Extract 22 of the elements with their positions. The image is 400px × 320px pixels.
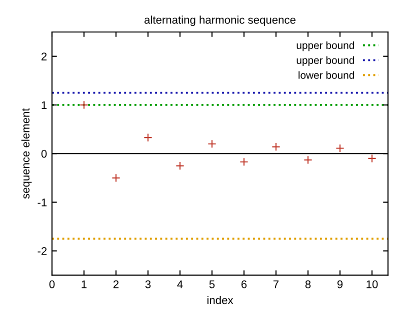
x-tick-label: 1 <box>82 280 87 288</box>
x-tick-label: 7 <box>273 280 279 288</box>
x-tick-label: 2 <box>113 280 119 288</box>
y-axis-title: sequence element <box>21 108 32 199</box>
x-axis-title: index <box>207 296 234 304</box>
legend-label: lower bound <box>298 71 354 79</box>
y-tick-label: 0 <box>41 150 47 158</box>
x-tick-label: 0 <box>49 280 55 288</box>
x-tick-label: 6 <box>241 280 247 288</box>
x-tick-label: 3 <box>145 280 151 288</box>
x-tick-label: 5 <box>209 280 215 288</box>
legend-label: upper bound <box>296 56 354 66</box>
x-tick-label: 4 <box>177 280 183 288</box>
y-tick-label: -1 <box>38 198 47 206</box>
x-tick-label: 8 <box>305 280 311 288</box>
y-tick-label: -2 <box>38 247 47 255</box>
x-tick-label: 9 <box>337 280 343 288</box>
y-tick-label: 1 <box>42 101 47 109</box>
y-tick-label: 2 <box>42 52 47 60</box>
legend-label: upper bound <box>296 41 354 52</box>
x-tick-label: 10 <box>366 280 378 288</box>
chart-title: alternating harmonic sequence <box>144 16 296 26</box>
